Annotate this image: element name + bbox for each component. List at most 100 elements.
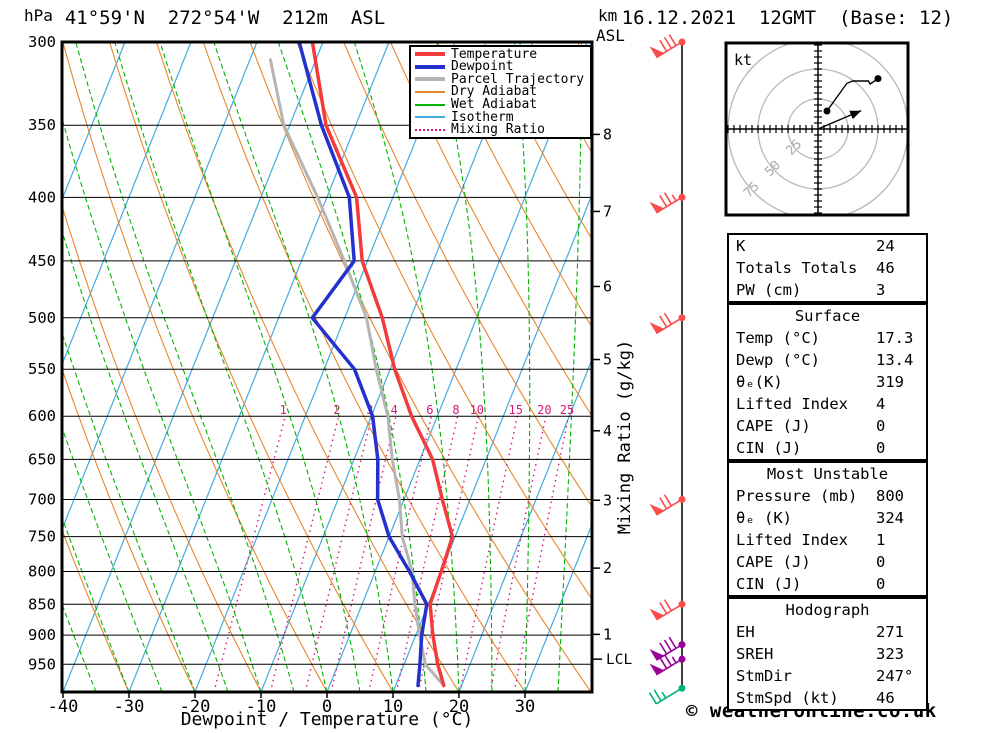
surface-panel-title: Surface [794,307,861,325]
wind-barb [648,684,686,705]
legend-line-sample [415,128,445,131]
pressure-tick-label: 350 [28,116,56,134]
storm-motion-arrowhead [849,110,862,120]
row-value: 13.4 [876,351,914,369]
x-tick-label: 30 [515,697,535,717]
row-label: StmSpd (kt) [736,689,839,707]
row-value: 247° [876,667,914,685]
skewt-background [0,42,592,692]
wet-adiabat-line [436,42,493,692]
mixing-ratio-value-label: 6 [426,403,433,417]
row-label: StmDir [736,667,792,685]
mixing-ratio-value-label: 8 [452,403,459,417]
legend-item: Temperature [411,47,590,62]
km-tick-label: 3 [603,491,612,509]
wind-barb [649,34,686,59]
dry-adiabat-line [202,42,526,692]
mixing-ratio-value-label: 15 [509,403,523,417]
mixing-ratio-value-label: 20 [537,403,551,417]
legend-item-label: Parcel Trajectory [451,71,585,87]
row-label: Lifted Index [736,395,848,413]
row-label: PW (cm) [736,281,802,299]
hodograph-border [724,41,910,217]
row-value: 0 [876,417,886,435]
legend-item: Mixing Ratio [411,122,590,137]
hodograph-rows: EH 271 SREH 323 StmDir 247° StmSpd (kt) 46 [729,621,926,709]
x-tick-label: -20 [180,697,211,717]
wind-barb [649,654,686,676]
dry-adiabat-line [483,42,592,241]
isotherm-line [62,42,258,532]
hodograph-unit-label: kt [734,51,752,69]
row-value: 1 [876,531,886,549]
pressure-tick-label: 400 [28,188,56,206]
table-row: θₑ(K) 319 [729,371,926,393]
legend-item: Wet Adiabat [411,97,590,113]
row-value: 3 [876,281,886,299]
row-value: 324 [876,509,904,527]
table-row: θₑ (K) 324 [729,507,926,529]
hodograph-panel: Hodograph EH 271 SREH 323 StmDir 247° StmSpd (… [727,597,928,711]
mixing-ratio-line [459,416,518,692]
km-tick-label: 1 [603,625,612,643]
table-row: PW (cm) 3 [729,279,926,301]
row-label: Dewp (°C) [736,351,820,369]
legend-item: Isotherm [411,110,590,125]
hodograph-ring-label: 25 [783,137,805,159]
row-value: 46 [876,259,895,277]
lcl-label: LCL [606,652,632,668]
x-tick-label: 0 [322,697,332,717]
table-row: Dewp (°C) 13.4 [729,349,926,371]
table-row: CIN (J) 0 [729,437,926,459]
dry-adiabat-line [436,42,592,329]
row-label: Totals Totals [736,259,858,277]
mixing-ratio-value-label: 10 [470,403,484,417]
table-row: SREH 323 [729,643,926,665]
mixing-ratio-line [304,416,373,692]
row-label: Temp (°C) [736,329,820,347]
legend-item-label: Wet Adiabat [451,97,538,113]
legend-line-sample [415,116,445,119]
wind-barb [649,312,686,335]
mixing-ratio-value-label: 2 [333,403,340,417]
km-tick-label: 6 [603,277,612,295]
km-tick-label: 2 [603,559,612,577]
temperature-axis-label: Dewpoint / Temperature (°C) [180,709,474,730]
x-tick-label: -40 [48,697,79,717]
indices-panel: K 24 Totals Totals 46 PW (cm) 3 [727,233,928,303]
wet-adiabat-line [159,42,361,692]
row-label: θₑ (K) [736,509,792,527]
most-unstable-panel: Most Unstable Pressure (mb) 800 θₑ (K) 324 L… [727,461,928,597]
pressure-tick-label: 500 [28,309,56,327]
row-value: 0 [876,439,886,457]
legend-item-label: Dewpoint [451,59,514,75]
wet-adiabat-line [62,425,163,692]
km-tick-label: 4 [603,422,612,440]
wet-adiabat-line [353,42,460,692]
wet-adiabat-line [514,42,531,692]
row-value: 24 [876,237,895,255]
km-tick-label: 5 [603,351,612,369]
row-value: 46 [876,689,895,707]
mixing-ratio-axis-label: Mixing Ratio (g/kg) [615,340,635,534]
legend-line-sample [415,90,445,93]
row-label: K [736,237,746,255]
km-axis-unit: km [598,6,618,25]
row-label: EH [736,623,755,641]
row-label: θₑ(K) [736,373,783,391]
pressure-tick-label: 850 [28,595,56,613]
wet-adiabat-line [75,42,295,692]
pressure-tick-label: 750 [28,528,56,546]
row-value: 0 [876,553,886,571]
most-unstable-rows: Pressure (mb) 800 θₑ (K) 324 Lifted Index 1 CA… [729,485,926,595]
row-label: SREH [736,645,774,663]
dry-adiabat-line [62,528,130,692]
row-label: CAPE (J) [736,553,811,571]
row-value: 0 [876,575,886,593]
table-row: CAPE (J) 0 [729,415,926,437]
table-row: CAPE (J) 0 [729,551,926,573]
row-value: 17.3 [876,329,914,347]
wet-adiabat-line [0,42,30,692]
